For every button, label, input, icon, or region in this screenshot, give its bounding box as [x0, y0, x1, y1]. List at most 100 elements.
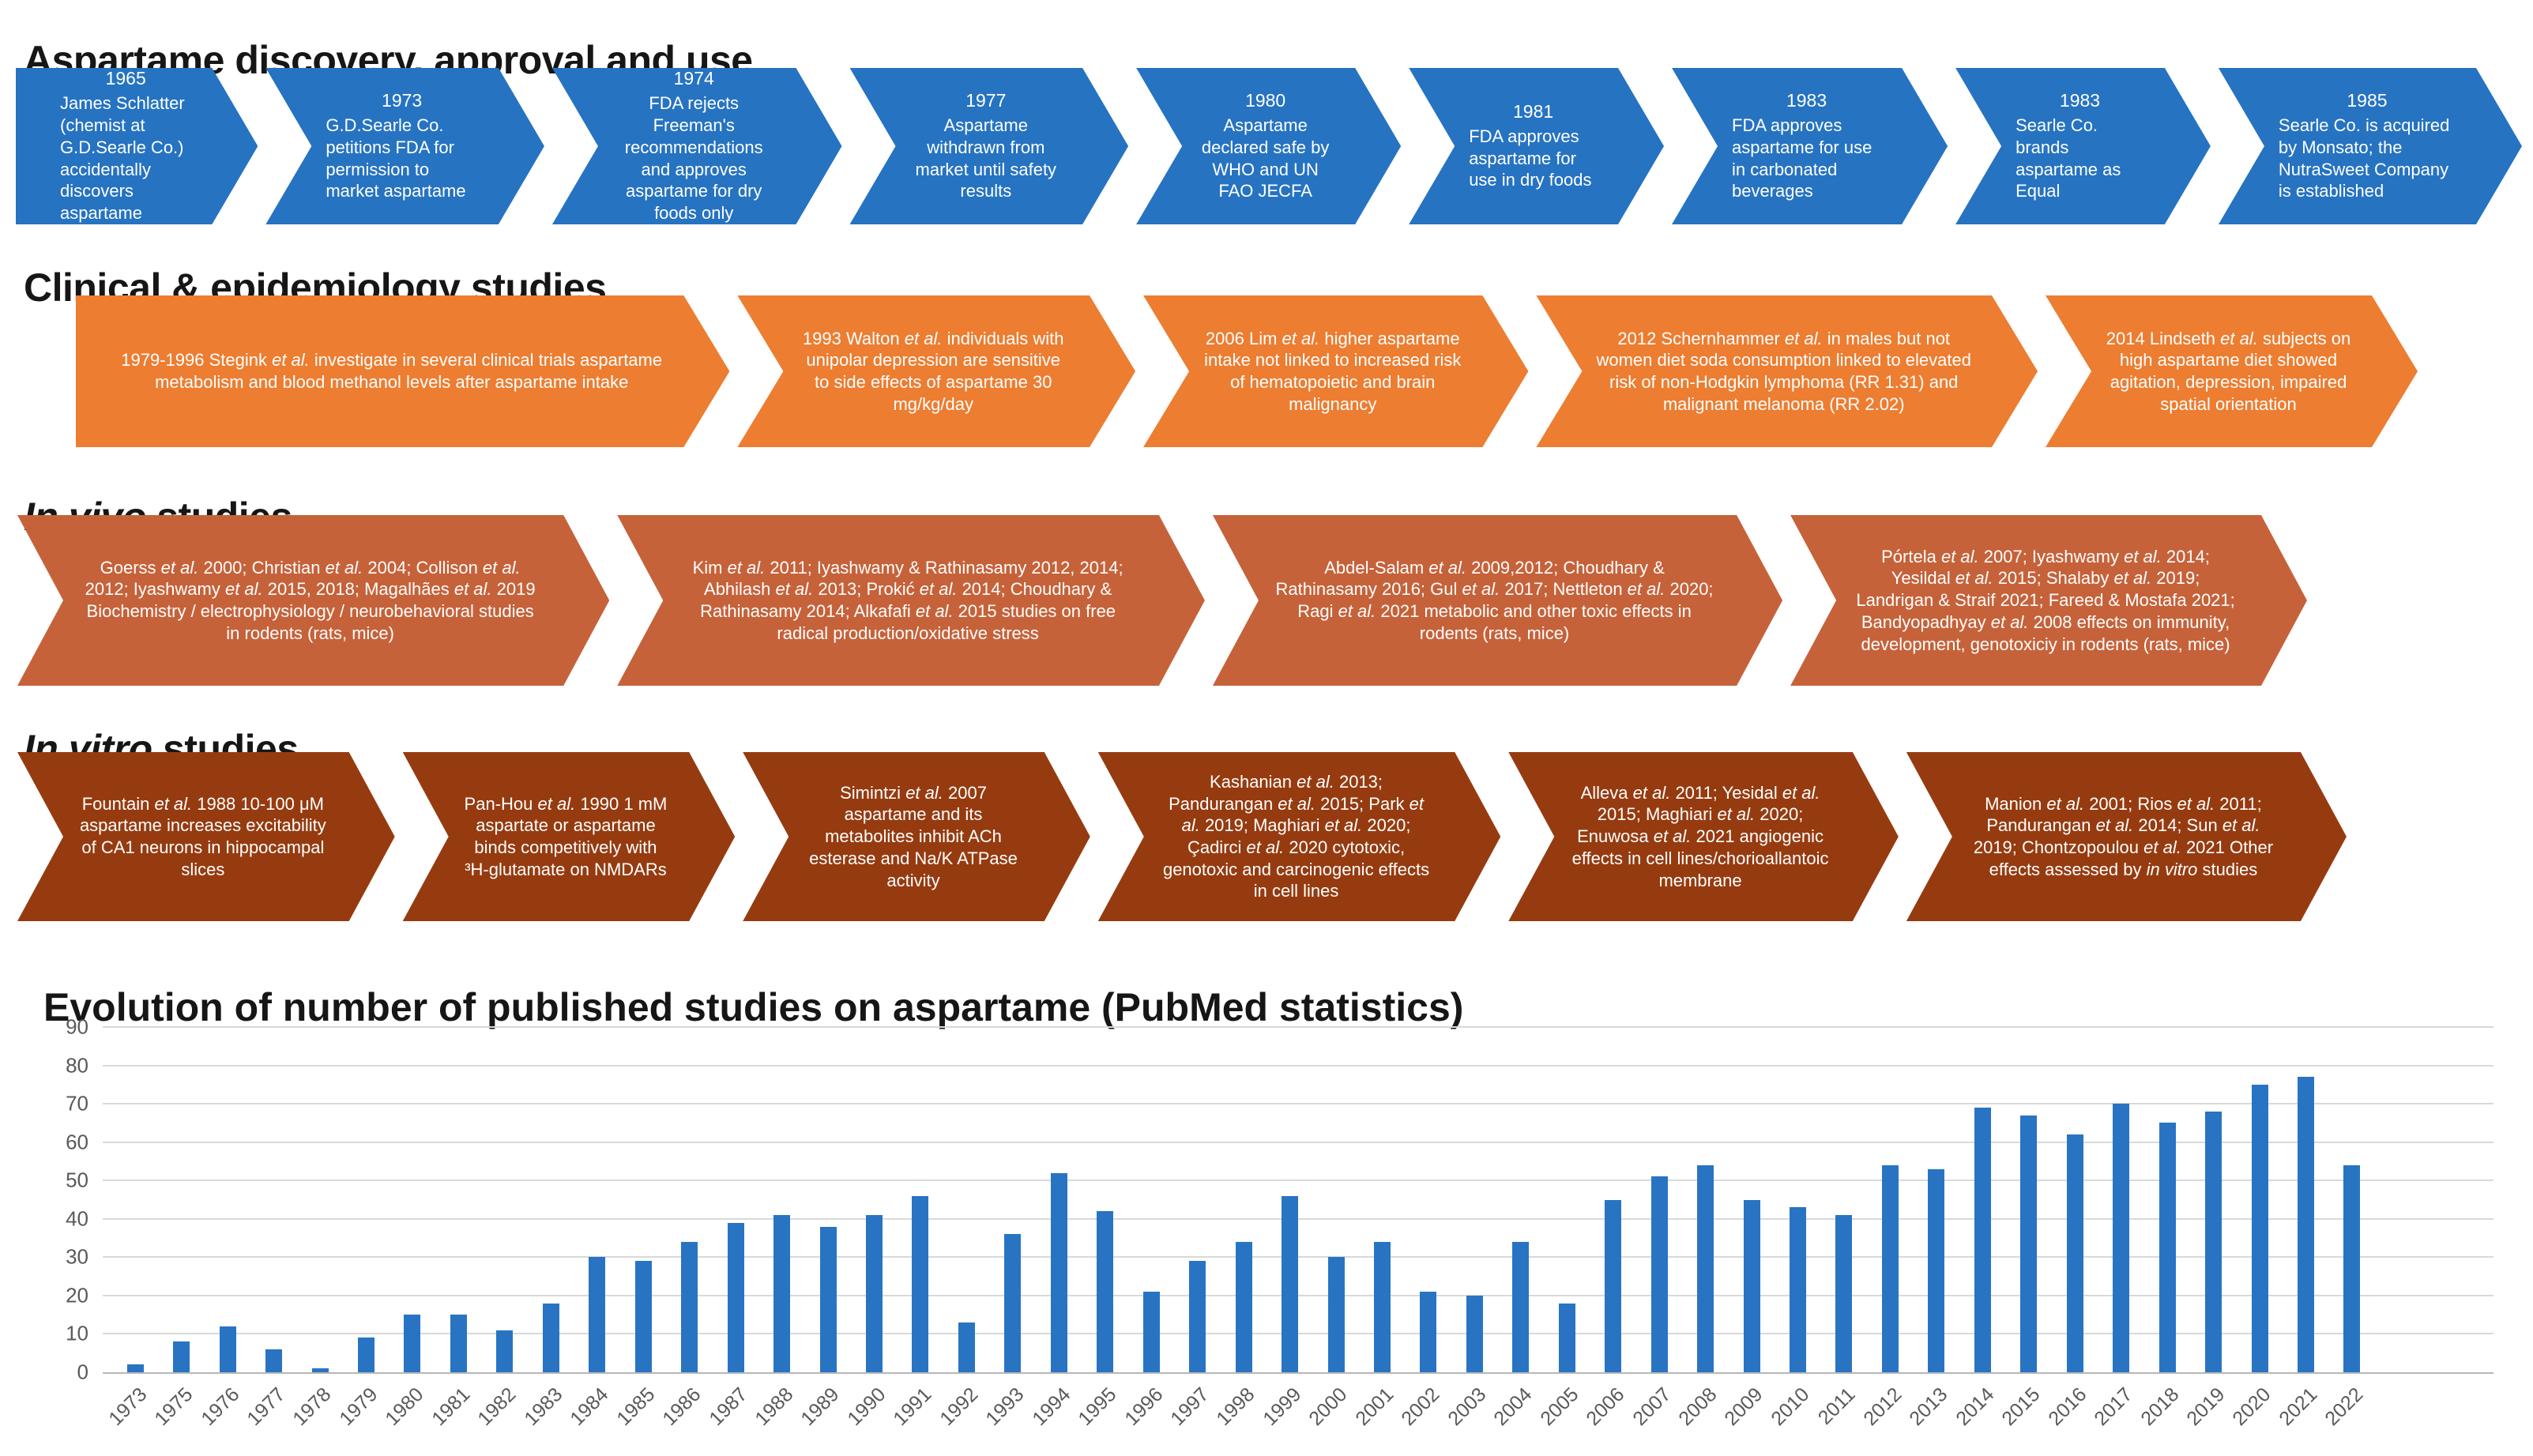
invitro-timeline-row: Fountain et al. 1988 10-100 μM aspartame… — [17, 752, 2347, 921]
bar-1973 — [126, 1364, 144, 1372]
discovery-chevron-7: 1983 FDA approves aspartame for use in ca… — [1672, 68, 1948, 224]
x-tick-label-1981: 1981 — [427, 1383, 475, 1431]
bar-2016 — [2066, 1134, 2083, 1372]
bar-slot-1981: 1981 — [427, 1027, 481, 1430]
bar-1991 — [912, 1195, 929, 1372]
y-tick-label-40: 40 — [66, 1206, 88, 1231]
bar-slot-2010: 2010 — [1767, 1027, 1820, 1430]
clinical-chevron-text: 1979-1996 Stegink et al. investigate in … — [121, 350, 663, 392]
gridline-80 — [103, 1064, 2493, 1067]
discovery-chevron-5: 1980 Aspartame declared safe by WHO and U… — [1136, 68, 1401, 224]
bar-slot-1979: 1979 — [335, 1027, 389, 1430]
bar-slot-1993: 1993 — [982, 1027, 1036, 1430]
bar-1983 — [542, 1303, 559, 1372]
x-tick-label-1984: 1984 — [566, 1383, 613, 1431]
invitro-chevron-5: Alleva et al. 2011; Yesidal et al. 2015;… — [1508, 752, 1899, 921]
clinical-chevron-text: 2014 Lindseth et al. subjects on high as… — [2106, 328, 2351, 414]
y-tick-label-10: 10 — [66, 1321, 88, 1345]
clinical-chevron-text: 2012 Schernhammer et al. in males but no… — [1596, 328, 1971, 414]
discovery-chevron-9: 1985 Searle Co. is acquired by Monsato; t… — [2219, 68, 2522, 224]
invivo-chevron-3: Abdel-Salam et al. 2009,2012; Choudhary … — [1213, 515, 1782, 686]
x-tick-label-2014: 2014 — [1952, 1383, 1999, 1431]
discovery-chevron-year: 1985 — [2347, 90, 2388, 111]
bar-1986 — [681, 1241, 698, 1372]
x-tick-label-2015: 2015 — [1997, 1383, 2045, 1431]
bar-chart-plot-area: 0 10 20 30 40 50 60 70 80 90 1973 1975 1976 1977 1978… — [66, 1015, 2493, 1430]
bar-slot-2009: 2009 — [1721, 1027, 1775, 1430]
x-tick-label-1985: 1985 — [612, 1383, 660, 1431]
discovery-chevron-text: Searle Co. brands aspartame as Equal — [2015, 115, 2121, 201]
x-tick-label-2017: 2017 — [2090, 1383, 2137, 1431]
x-tick-label-1991: 1991 — [889, 1383, 936, 1431]
bar-slot-1980: 1980 — [382, 1027, 435, 1430]
bar-1998 — [1235, 1241, 1252, 1372]
bar-slot-2015: 2015 — [1997, 1027, 2052, 1430]
bar-1999 — [1282, 1195, 1299, 1372]
x-tick-label-1975: 1975 — [150, 1383, 198, 1431]
x-tick-label-1996: 1996 — [1120, 1383, 1168, 1431]
x-tick-label-1990: 1990 — [843, 1383, 890, 1431]
bar-1993 — [1004, 1234, 1022, 1372]
bar-1975 — [173, 1341, 190, 1372]
x-tick-label-2016: 2016 — [2043, 1383, 2091, 1431]
bar-slot-1986: 1986 — [658, 1027, 712, 1430]
bar-1985 — [634, 1261, 652, 1372]
y-tick-label-90: 90 — [66, 1014, 88, 1039]
x-tick-label-1973: 1973 — [104, 1383, 152, 1431]
discovery-timeline-row: 1965 James Schlatter (chemist at G.D.Sear… — [16, 68, 2522, 224]
bar-slot-1996: 1996 — [1120, 1027, 1174, 1430]
bar-1982 — [496, 1330, 514, 1372]
bar-2007 — [1650, 1176, 1668, 1372]
discovery-chevron-text: Aspartame withdrawn from market until sa… — [915, 115, 1057, 201]
bar-2015 — [2020, 1115, 2038, 1372]
invitro-chevron-3: Simintzi et al. 2007 aspartame and its m… — [743, 752, 1090, 921]
invivo-chevron-text: Kim et al. 2011; Iyashwamy & Rathinasamy… — [692, 557, 1123, 643]
discovery-chevron-text: James Schlatter (chemist at G.D.Searle C… — [60, 93, 185, 223]
invitro-chevron-2: Pan-Hou et al. 1990 1 mM aspartate or as… — [403, 752, 736, 921]
x-tick-label-2003: 2003 — [1443, 1383, 1491, 1431]
bar-slot-1984: 1984 — [566, 1027, 620, 1430]
bar-slot-1977: 1977 — [243, 1027, 296, 1430]
bar-slot-2019: 2019 — [2182, 1027, 2236, 1430]
discovery-chevron-year: 1983 — [1786, 90, 1827, 111]
bar-slot-2014: 2014 — [1952, 1027, 2005, 1430]
invitro-chevron-text: Simintzi et al. 2007 aspartame and its m… — [809, 782, 1018, 890]
x-tick-label-2018: 2018 — [2136, 1383, 2183, 1431]
discovery-chevron-year: 1974 — [673, 68, 714, 89]
discovery-chevron-6: 1981 FDA approves aspartame for use in dr… — [1409, 68, 1664, 224]
bar-slot-2017: 2017 — [2090, 1027, 2143, 1430]
bar-2001 — [1373, 1241, 1391, 1372]
x-tick-label-1988: 1988 — [751, 1383, 798, 1431]
y-tick-label-20: 20 — [66, 1283, 88, 1307]
x-tick-label-2007: 2007 — [1628, 1383, 1675, 1431]
x-tick-label-2001: 2001 — [1351, 1383, 1398, 1431]
gridline-50 — [103, 1179, 2493, 1182]
bar-1978 — [311, 1368, 329, 1372]
bar-slot-1999: 1999 — [1259, 1027, 1312, 1430]
x-tick-label-1986: 1986 — [658, 1383, 706, 1431]
bar-slot-2012: 2012 — [1859, 1027, 1913, 1430]
bar-1992 — [958, 1322, 975, 1372]
bar-2012 — [1881, 1164, 1899, 1372]
bar-2010 — [1790, 1207, 1807, 1372]
x-tick-label-2010: 2010 — [1767, 1383, 1814, 1431]
discovery-chevron-text: Aspartame declared safe by WHO and UN FA… — [1201, 115, 1330, 201]
invivo-chevron-text: Abdel-Salam et al. 2009,2012; Choudhary … — [1275, 557, 1714, 643]
bar-slot-1976: 1976 — [197, 1027, 250, 1430]
bar-2004 — [1512, 1241, 1530, 1372]
bar-slot-2004: 2004 — [1489, 1027, 1544, 1430]
bar-1976 — [219, 1326, 236, 1372]
x-tick-label-2006: 2006 — [1582, 1383, 1629, 1431]
invitro-chevron-text: Pan-Hou et al. 1990 1 mM aspartate or as… — [464, 793, 668, 879]
invivo-chevron-text: Goerss et al. 2000; Christian et al. 200… — [85, 557, 536, 643]
discovery-chevron-text: FDA rejects Freeman's recommendations an… — [624, 93, 763, 223]
x-tick-label-1994: 1994 — [1027, 1383, 1075, 1431]
bar-1981 — [450, 1315, 467, 1372]
bar-1984 — [589, 1257, 606, 1372]
bar-slot-1994: 1994 — [1028, 1027, 1082, 1430]
bar-2014 — [1974, 1107, 1991, 1372]
invitro-chevron-6: Manion et al. 2001; Rios et al. 2011; Pa… — [1906, 752, 2347, 921]
bar-slot-1987: 1987 — [705, 1027, 758, 1430]
discovery-chevron-year: 1977 — [965, 90, 1007, 111]
y-tick-label-80: 80 — [66, 1053, 88, 1078]
